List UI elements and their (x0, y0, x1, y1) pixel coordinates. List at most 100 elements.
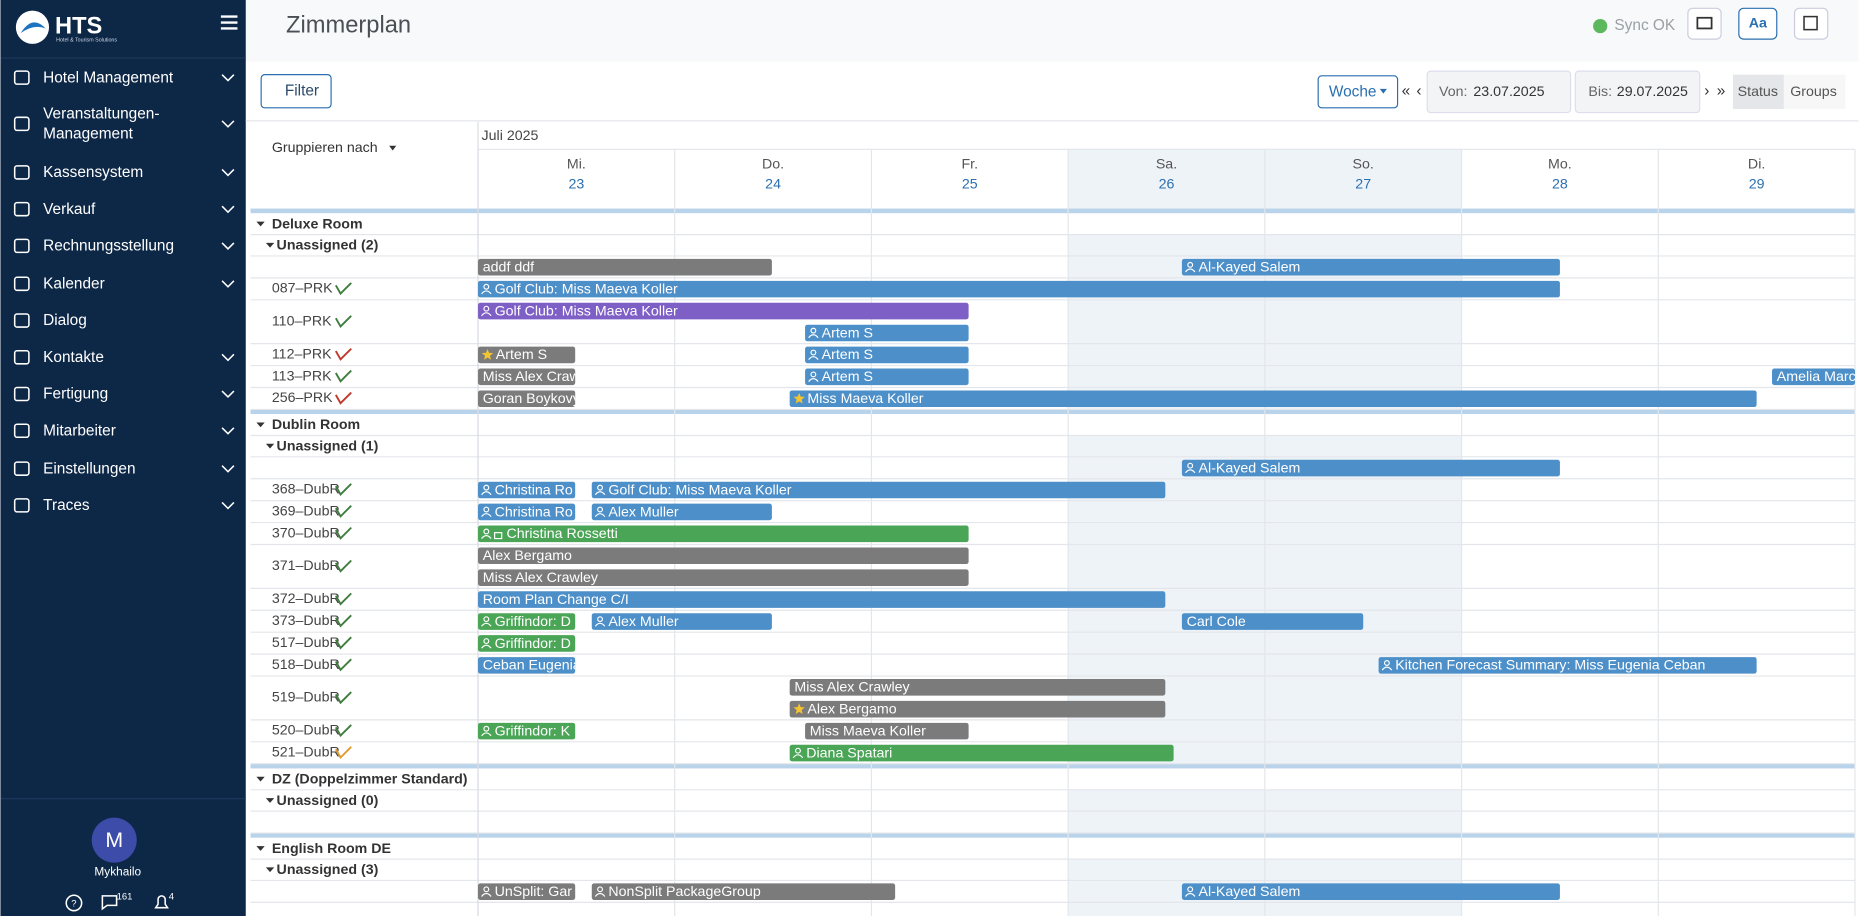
menu-icon (13, 386, 30, 402)
booking[interactable]: Alex Muller (591, 503, 772, 521)
housekeeping-icon (334, 724, 352, 738)
filter-label: Filter (285, 82, 319, 99)
booking[interactable]: Christina Ro (478, 503, 576, 521)
booking[interactable]: Miss Alex Craw (478, 368, 581, 386)
booking[interactable]: Artem S (478, 346, 576, 364)
booking[interactable]: Artem S (805, 324, 969, 342)
booking[interactable]: Griffindor: D (478, 635, 576, 652)
font-button[interactable] (1738, 7, 1778, 40)
unassigned-label[interactable]: Unassigned (3) (277, 862, 379, 878)
menu-item[interactable]: Rechnungsstellung (13, 238, 235, 255)
menu-item[interactable]: Kassensystem (13, 164, 235, 181)
print-button[interactable] (1687, 7, 1722, 40)
menu-item[interactable]: Mitarbeiter (13, 422, 235, 439)
group-by[interactable]: Gruppieren nach (272, 140, 378, 156)
guest-icon (810, 327, 817, 334)
menu-item[interactable]: Hotel Management (13, 69, 235, 86)
last-button[interactable]: » (1717, 82, 1726, 99)
guest-icon (1383, 660, 1390, 666)
booking-label: Golf Club: Miss Maeva Koller (608, 482, 791, 498)
booking[interactable]: Christina Rossetti (478, 525, 969, 543)
booking[interactable]: Miss Maeva Koller (805, 722, 969, 740)
menu-item[interactable]: Kontakte (13, 349, 235, 366)
menu-item[interactable]: Kalender (13, 275, 235, 292)
booking[interactable]: NonSplit PackageGroup (591, 883, 896, 900)
booking[interactable]: Al-Kayed Salem (1181, 883, 1560, 900)
note-button[interactable] (1793, 7, 1829, 40)
messages-icon[interactable] (101, 895, 118, 911)
menu-label: Mitarbeiter (43, 422, 116, 439)
booking[interactable]: Alex Muller (591, 613, 772, 630)
booking[interactable]: UnSplit: Gar (478, 883, 576, 900)
booking-label: Miss Maeva Koller (807, 391, 923, 407)
booking[interactable]: Golf Club: Miss Maeva Koller (478, 302, 969, 320)
filter-button[interactable] (260, 74, 332, 109)
booking[interactable]: Al-Kayed Salem (1181, 459, 1560, 477)
menu-chevron (221, 390, 235, 399)
menu-icon (13, 461, 30, 476)
booking[interactable]: Carl Cole (1181, 613, 1364, 630)
guest-icon (1184, 469, 1196, 474)
menu-icon (13, 276, 30, 292)
groups-tab[interactable]: Groups (1790, 84, 1837, 100)
booking[interactable]: Griffindor: K (478, 722, 576, 740)
next-button[interactable]: › (1704, 82, 1709, 99)
menu-item[interactable]: Fertigung (13, 386, 235, 403)
menu-chevron (221, 353, 235, 362)
status-tab[interactable]: Status (1738, 84, 1778, 100)
sync-status: Sync OK (1614, 17, 1675, 34)
booking[interactable]: Kitchen Forecast Summary: Miss Eugenia C… (1378, 657, 1757, 674)
unassigned-label[interactable]: Unassigned (1) (277, 438, 379, 454)
avatar[interactable] (91, 817, 137, 863)
booking[interactable]: Miss Alex Crawley (789, 679, 1166, 696)
booking[interactable]: Golf Club: Miss Maeva Koller (478, 280, 1560, 298)
first-button[interactable]: « (1402, 82, 1411, 99)
month-label: Juli 2025 (482, 128, 539, 144)
guest-icon (481, 491, 492, 496)
weekday: Do. (762, 156, 784, 172)
menu-item[interactable]: Veranstaltungen- Management (13, 105, 235, 143)
booking[interactable]: Christina Ro (478, 481, 576, 499)
notifications-icon[interactable] (154, 895, 169, 909)
booking[interactable]: Artem S (805, 368, 969, 386)
menu-item[interactable]: Traces (13, 497, 235, 514)
menu-item[interactable]: Verkauf (13, 201, 235, 218)
booking[interactable]: Room Plan Change C/I (478, 591, 1166, 608)
booking[interactable]: Griffindor: D (478, 613, 576, 630)
booking[interactable]: Miss Alex Crawley (478, 569, 969, 586)
view-select[interactable] (1317, 75, 1399, 109)
help-icon[interactable] (65, 894, 83, 912)
menu-item[interactable]: Dialog (13, 312, 87, 329)
booking[interactable]: Artem S (805, 346, 969, 364)
booking-label: Room Plan Change C/I (483, 592, 629, 608)
booking[interactable]: Alex Bergamo (478, 547, 969, 565)
booking[interactable]: Diana Spatari (789, 744, 1174, 762)
group-name[interactable]: DZ (Doppelzimmer Standard) (272, 771, 468, 787)
prev-button[interactable]: ‹ (1416, 82, 1421, 99)
guest-icon (483, 528, 490, 535)
booking-bar (478, 722, 576, 740)
menu-icon (13, 201, 30, 217)
from-field[interactable] (1426, 70, 1572, 114)
booking-bar (478, 525, 969, 543)
booking[interactable]: addf ddf (478, 258, 772, 276)
to-field[interactable] (1574, 70, 1701, 114)
booking[interactable]: Alex Bergamo (789, 700, 1166, 718)
booking[interactable]: Amelia Marc (1772, 368, 1856, 386)
group-name[interactable]: English Room DE (272, 841, 391, 857)
group-name[interactable]: Dublin Room (272, 417, 360, 433)
menu-item[interactable]: Einstellungen (13, 460, 235, 477)
unassigned-label[interactable]: Unassigned (0) (277, 793, 379, 809)
guest-icon (594, 491, 606, 496)
booking[interactable]: Ceban Eugenia (478, 657, 581, 674)
housekeeping-icon (334, 526, 352, 540)
booking-label: Artem S (822, 325, 873, 341)
booking[interactable]: Miss Maeva Koller (789, 390, 1757, 408)
group-name[interactable]: Deluxe Room (272, 216, 363, 232)
unassigned-label[interactable]: Unassigned (2) (277, 238, 379, 254)
booking[interactable]: Goran Boykovy (478, 390, 581, 408)
weekday: Sa. (1156, 156, 1177, 172)
menu-toggle[interactable] (220, 15, 238, 30)
booking[interactable]: Al-Kayed Salem (1181, 258, 1560, 276)
booking[interactable]: Golf Club: Miss Maeva Koller (591, 481, 1166, 499)
